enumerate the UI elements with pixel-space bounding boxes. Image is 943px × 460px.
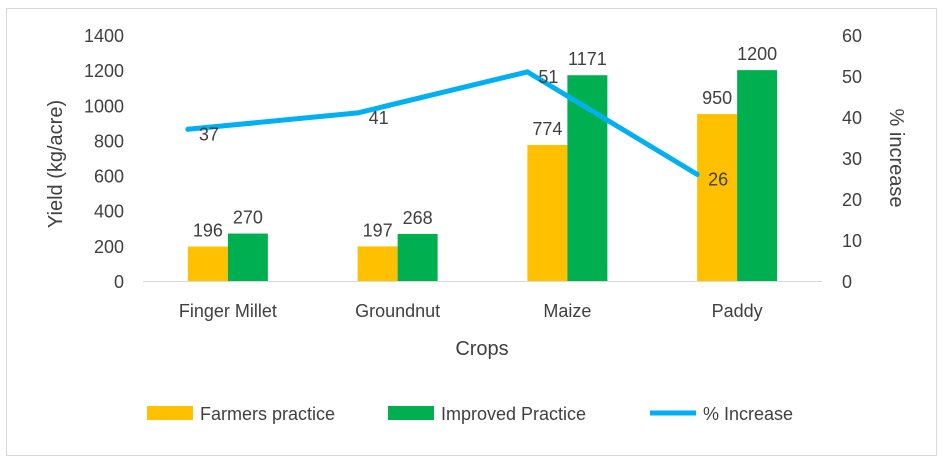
bar-value-label: 268 <box>403 208 433 228</box>
bar <box>187 246 228 281</box>
bar-value-label: 950 <box>702 88 732 108</box>
legend-label: Improved Practice <box>441 404 586 424</box>
y2-tick-label: 0 <box>842 272 852 292</box>
line-series <box>185 69 700 177</box>
bar <box>397 233 438 281</box>
legend-swatch <box>388 406 434 420</box>
line-value-label: 41 <box>369 108 389 128</box>
line-value-label: 26 <box>708 169 728 189</box>
bar-value-label: 1200 <box>737 44 777 64</box>
line-value-label: 51 <box>538 67 558 87</box>
line-point <box>355 110 361 116</box>
bar <box>527 144 568 281</box>
bar-value-label: 1171 <box>568 49 607 69</box>
y-tick-label: 400 <box>94 202 124 222</box>
legend-swatch <box>147 406 193 420</box>
line-point <box>524 69 530 75</box>
chart-area <box>6 8 937 456</box>
y-tick-label: 200 <box>94 237 124 257</box>
data-labels: 196 197 774 950 270 268 1171 1200 37 41 51 26 <box>193 44 777 240</box>
bar <box>697 114 738 281</box>
bar <box>227 233 268 281</box>
x-axis-title: Crops <box>455 338 508 360</box>
y2-tick-label: 50 <box>842 67 862 87</box>
x-tick-label: Finger Millet <box>179 301 277 321</box>
y-tick-label: 600 <box>94 167 124 187</box>
y-tick-label: 1400 <box>84 26 124 46</box>
x-tick-label: Maize <box>543 301 591 321</box>
line-point <box>694 171 700 177</box>
axis-titles: Crops Yield (kg/acre) % increase <box>45 100 907 360</box>
line-series-path <box>185 69 700 177</box>
line-value-label: 37 <box>199 124 219 144</box>
y-tick-label: 800 <box>94 131 124 151</box>
x-tick-label: Paddy <box>712 301 763 321</box>
y2-tick-label: 40 <box>842 108 862 128</box>
y2-tick-label: 20 <box>842 190 862 210</box>
bar-series <box>187 70 778 282</box>
line-point <box>185 126 191 132</box>
axes: 0 200 400 600 800 1000 1200 1400 0 10 20 30 40 50 60 Fi… <box>84 26 862 321</box>
legend-label: Farmers practice <box>200 404 335 424</box>
y2-tick-label: 60 <box>842 26 862 46</box>
y-axis-title: Yield (kg/acre) <box>45 100 67 228</box>
bar-value-label: 197 <box>363 220 393 240</box>
bar <box>357 246 398 281</box>
legend-label: % Increase <box>703 404 793 424</box>
y2-tick-label: 30 <box>842 149 862 169</box>
bar-value-label: 270 <box>233 208 263 228</box>
legend: Farmers practice Improved Practice % Incre… <box>147 404 793 424</box>
bar-value-label: 774 <box>532 119 562 139</box>
y-tick-label: 1200 <box>84 61 124 81</box>
bar-value-label: 196 <box>193 221 223 241</box>
y-tick-label: 0 <box>114 272 124 292</box>
bar <box>737 70 778 282</box>
x-tick-label: Groundnut <box>355 301 440 321</box>
y-tick-label: 1000 <box>84 96 124 116</box>
y2-tick-label: 10 <box>842 231 862 251</box>
y2-axis-title: % increase <box>885 109 907 208</box>
